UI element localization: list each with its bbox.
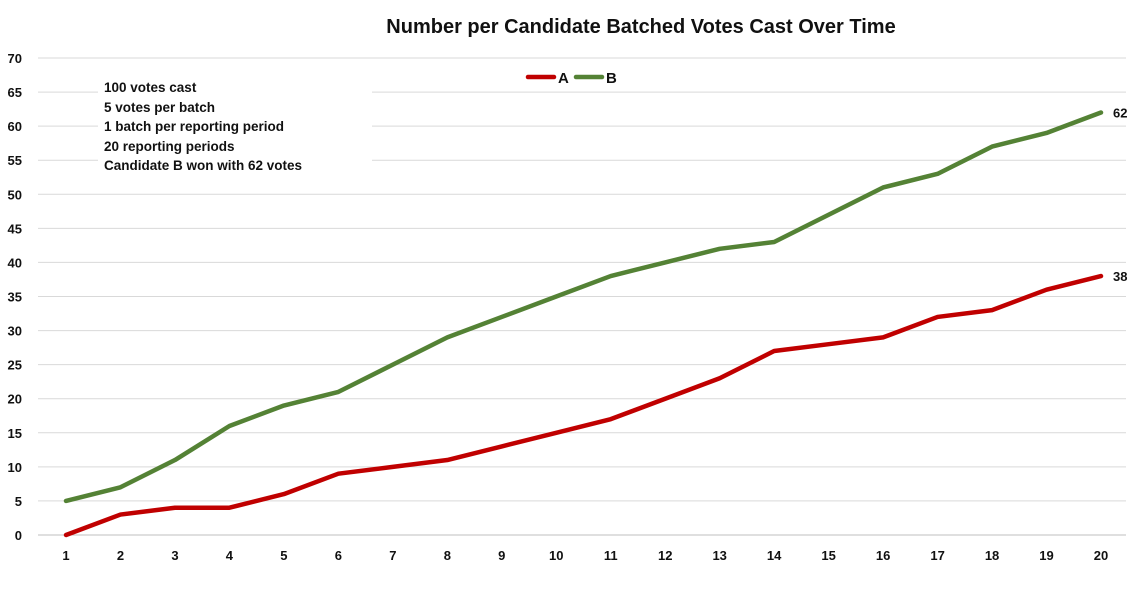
annotation-line: 5 votes per batch — [104, 99, 216, 115]
annotation-line: Candidate B won with 62 votes — [104, 158, 303, 173]
legend-label-b: B — [606, 70, 617, 87]
x-tick-label: 14 — [767, 548, 782, 563]
y-tick-label: 55 — [8, 153, 22, 168]
y-tick-label: 60 — [8, 119, 22, 134]
series-lines — [63, 110, 1104, 538]
y-tick-label: 15 — [8, 426, 22, 441]
x-tick-label: 15 — [821, 548, 835, 563]
x-tick-label: 11 — [604, 548, 618, 563]
y-tick-label: 65 — [8, 85, 22, 100]
legend-label-a: A — [558, 70, 569, 87]
y-tick-label: 5 — [15, 494, 22, 509]
end-labels: 62 38 — [1113, 106, 1127, 285]
end-label-b: 62 — [1113, 106, 1127, 121]
x-tick-label: 4 — [226, 548, 234, 563]
series-line-b — [63, 110, 1104, 504]
y-tick-label: 40 — [8, 255, 22, 270]
series-line-a — [63, 273, 1104, 538]
x-tick-label: 6 — [335, 548, 342, 563]
x-tick-label: 18 — [985, 548, 999, 563]
y-axis-ticks: 0 5 10 15 20 25 30 35 40 45 50 55 60 65 70 — [8, 51, 22, 543]
y-tick-label: 30 — [8, 324, 22, 339]
end-label-a: 38 — [1113, 269, 1127, 284]
chart-title: Number per Candidate Batched Votes Cast … — [386, 16, 895, 38]
y-tick-label: 50 — [8, 187, 22, 202]
x-axis-ticks: 1 2 3 4 5 6 7 8 9 10 11 12 13 14 15 16 17 18 19 20 — [62, 548, 1108, 563]
x-tick-label: 20 — [1094, 548, 1108, 563]
y-tick-label: 70 — [8, 51, 22, 66]
y-tick-label: 20 — [8, 392, 22, 407]
annotation-line: 100 votes cast — [104, 80, 197, 95]
y-tick-label: 0 — [15, 528, 22, 543]
annotation-box: 100 votes cast 5 votes per batch 1 batch… — [98, 76, 372, 180]
x-tick-label: 8 — [444, 548, 451, 563]
x-tick-label: 10 — [549, 548, 563, 563]
x-tick-label: 2 — [117, 548, 124, 563]
y-tick-label: 25 — [8, 358, 22, 373]
y-tick-label: 10 — [8, 460, 22, 475]
y-tick-label: 45 — [8, 221, 22, 236]
x-tick-label: 13 — [712, 548, 726, 563]
annotation-line: 20 reporting periods — [104, 138, 235, 154]
x-tick-label: 16 — [876, 548, 890, 563]
x-tick-label: 7 — [389, 548, 396, 563]
x-tick-label: 1 — [62, 548, 69, 563]
x-tick-label: 5 — [280, 548, 287, 563]
x-tick-label: 3 — [171, 548, 178, 563]
x-tick-label: 19 — [1039, 548, 1053, 563]
x-tick-label: 9 — [498, 548, 505, 563]
x-tick-label: 12 — [658, 548, 672, 563]
y-tick-label: 35 — [8, 290, 22, 305]
x-tick-label: 17 — [930, 548, 944, 563]
annotation-line: 1 batch per reporting period — [104, 119, 285, 134]
